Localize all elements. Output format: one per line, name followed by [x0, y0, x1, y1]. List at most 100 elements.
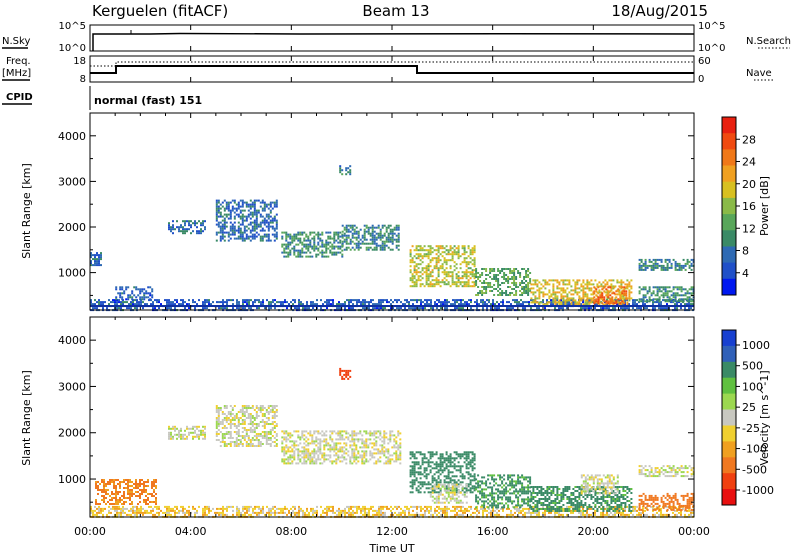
power-colorbar-segment	[722, 214, 736, 231]
power-heatmap-panel: 1000 2000 3000 4000 Slant Range [km]	[20, 112, 695, 312]
velocity-colorbar-tick-label: -500	[742, 463, 767, 476]
station-title: Kerguelen (fitACF)	[92, 2, 228, 20]
velocity-ytick-label: 1000	[58, 473, 86, 486]
power-colorbar-segment	[722, 278, 736, 296]
velocity-echo-region-12	[638, 465, 695, 478]
power-echo-region-5	[339, 165, 352, 176]
velocity-colorbar-tick-label: 100	[742, 380, 763, 393]
power-echo-region-11	[638, 258, 695, 271]
velocity-echo-region-6	[409, 451, 476, 494]
velocity-colorbar-tick-label: 500	[742, 360, 763, 373]
power-ytick-label: 3000	[58, 175, 86, 188]
velocity-colorbar-tick-label: 25	[742, 401, 756, 414]
velocity-colorbar-segment	[722, 489, 736, 506]
power-colorbar-tick-label: 8	[742, 245, 749, 258]
time-tick-label: 16:00	[477, 525, 509, 538]
velocity-heatmap-panel: 1000 2000 3000 4000 Slant Range [km]	[20, 316, 695, 518]
power-colorbar-tick-label: 4	[742, 267, 749, 280]
power-colorbar-tick-label: 16	[742, 200, 756, 213]
power-colorbar-segment	[722, 230, 736, 247]
nsearch-tick-top: 10^5	[698, 21, 725, 32]
power-echo-region-6	[409, 245, 476, 288]
time-tick-label: 00:00	[74, 525, 106, 538]
nave-tick-top: 60	[698, 56, 711, 67]
velocity-ylabel: Slant Range [km]	[20, 370, 33, 466]
nsearch-label: N.Search	[746, 36, 791, 47]
nsky-tick-bottom: 10^0	[59, 43, 86, 54]
velocity-ytick-label: 4000	[58, 334, 86, 347]
velocity-echo-region-11	[638, 492, 695, 511]
power-colorbar-tick-label: 24	[742, 156, 756, 169]
freq-unit: [MHz]	[2, 68, 31, 79]
velocity-echo-region-10	[580, 474, 619, 495]
power-echo-region-7	[475, 268, 532, 296]
velocity-colorbar-tick-label: -100	[742, 443, 767, 456]
power-echo-region-13	[115, 286, 154, 301]
nave-label: Nave	[746, 68, 772, 79]
nsky-panel: 10^5 10^0 N.Sky 10^5 10^0 N.Search	[2, 21, 791, 54]
velocity-colorbar-segment	[722, 409, 736, 426]
time-tick-label: 04:00	[175, 525, 207, 538]
velocity-colorbar-tick-label: 1000	[742, 339, 770, 352]
power-colorbar-tick-label: 28	[742, 133, 756, 146]
velocity-echo-region-2	[168, 425, 206, 440]
velocity-colorbar: 1000 500 100 25 -25 -100 -500 -1000 Velocity [m…	[721, 329, 774, 506]
velocity-colorbar-segment	[722, 425, 736, 442]
power-colorbar-segment	[722, 181, 736, 199]
nsky-label: N.Sky	[2, 36, 30, 47]
power-colorbar-label: Power [dB]	[758, 176, 771, 236]
freq-label: Freq.	[6, 56, 31, 67]
velocity-colorbar-segment	[722, 377, 736, 395]
velocity-echo-region-8	[475, 474, 532, 509]
power-echo-region-9	[593, 286, 628, 305]
time-tick-label: 08:00	[275, 525, 307, 538]
freq-tick-top: 18	[73, 56, 86, 67]
velocity-echo-region-3	[215, 405, 278, 447]
freq-tick-bottom: 8	[80, 74, 86, 85]
time-tick-label: 20:00	[577, 525, 609, 538]
time-axis-label: Time UT	[368, 542, 414, 554]
nsearch-tick-bottom: 10^0	[698, 43, 725, 54]
power-ytick-label: 1000	[58, 267, 86, 280]
velocity-echo-region-9	[530, 486, 633, 512]
power-echo-region-1	[168, 220, 206, 235]
time-tick-label: 00:00	[678, 525, 710, 538]
velocity-colorbar-tick-label: -1000	[742, 484, 774, 497]
nave-tick-bottom: 0	[698, 74, 704, 85]
velocity-colorbar-label: Velocity [m s^-1]	[758, 370, 771, 465]
date-title: 18/Aug/2015	[611, 2, 708, 20]
power-colorbar-segment	[722, 197, 736, 215]
velocity-colorbar-segment	[722, 441, 736, 458]
power-echo-region-2	[215, 199, 278, 242]
velocity-colorbar-segment	[722, 361, 736, 379]
power-ylabel: Slant Range [km]	[20, 163, 33, 259]
power-colorbar-tick-label: 12	[742, 222, 756, 235]
power-colorbar-segment	[722, 133, 736, 150]
power-ytick-label: 2000	[58, 221, 86, 234]
power-colorbar-segment	[722, 117, 736, 134]
velocity-echo-region-1	[95, 479, 157, 505]
velocity-ytick-label: 3000	[58, 380, 86, 393]
velocity-ytick-label: 2000	[58, 427, 86, 440]
velocity-echo-region-5	[339, 367, 352, 380]
velocity-colorbar-tick-label: -25	[742, 422, 760, 435]
power-colorbar-segment	[722, 246, 736, 264]
power-echo-region-4	[341, 224, 400, 251]
velocity-colorbar-segment	[722, 473, 736, 490]
freq-panel: 18 8 Freq. [MHz] 60 0 Nave	[2, 55, 774, 85]
cpid-label: CPID	[6, 92, 33, 103]
power-colorbar-segment	[722, 149, 736, 167]
time-tick-label: 12:00	[376, 525, 408, 538]
power-colorbar-tick-label: 20	[742, 178, 756, 191]
power-echo-region-12	[90, 252, 102, 267]
velocity-colorbar-segment	[722, 330, 736, 347]
power-echo-region-3	[281, 231, 344, 258]
power-ytick-label: 4000	[58, 130, 86, 143]
velocity-colorbar-segment	[722, 457, 736, 474]
velocity-colorbar-segment	[722, 345, 736, 363]
velocity-colorbar-segment	[722, 393, 736, 410]
power-colorbar-segment	[722, 262, 736, 280]
velocity-echo-region-4	[281, 430, 402, 465]
beam-title: Beam 13	[362, 2, 429, 20]
